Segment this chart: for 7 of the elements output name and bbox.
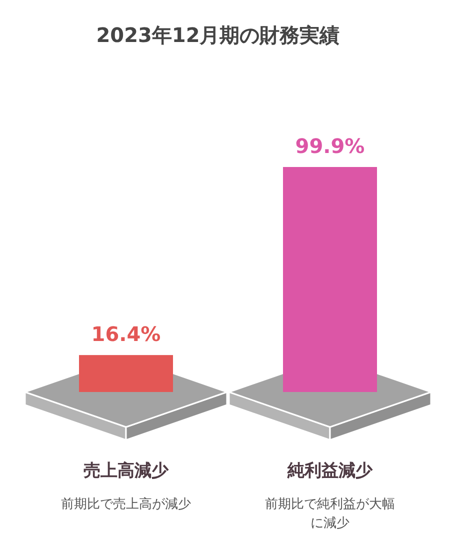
chart-title: 2023年12月期の財務実績 [96, 23, 340, 47]
x-tick-label: 売上高減少 [84, 461, 170, 481]
data-label: 16.4% [91, 322, 161, 346]
text: 前期比で純利益が大幅に減少 [265, 497, 395, 531]
text: 前期比で売上高が減少 [61, 496, 191, 512]
data-label: 99.9% [295, 134, 365, 158]
x-tick-label: 純利益減少 [286, 461, 374, 481]
